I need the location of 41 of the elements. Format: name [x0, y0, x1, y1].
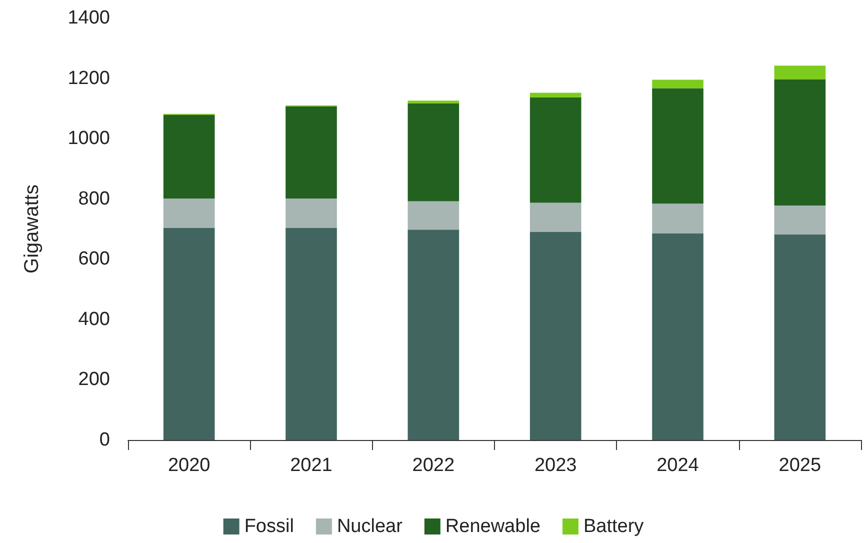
y-axis-title: Gigawatts — [21, 184, 43, 274]
y-tick-label: 0 — [99, 430, 110, 450]
bar — [530, 232, 582, 440]
x-tick-label: 2022 — [412, 455, 455, 476]
bar — [774, 234, 826, 440]
bar — [408, 230, 460, 440]
bar — [408, 100, 460, 104]
bar — [652, 204, 704, 234]
bar — [774, 205, 826, 234]
bar — [530, 92, 582, 98]
y-tick-label: 600 — [78, 248, 110, 270]
bar — [408, 103, 460, 202]
bar — [286, 228, 337, 440]
bar — [652, 234, 704, 440]
x-tick-label: 2024 — [656, 455, 700, 476]
y-tick-label: 1400 — [68, 8, 110, 28]
y-tick-label: 200 — [78, 369, 110, 390]
bar — [530, 202, 582, 232]
y-tick-label: 1200 — [68, 68, 110, 89]
bar — [774, 66, 826, 80]
legend-label: Nuclear — [336, 516, 404, 537]
x-tick-label: 2021 — [290, 455, 332, 476]
x-tick-label: 2020 — [168, 455, 210, 476]
legend-label: Renewable — [445, 516, 540, 537]
y-tick-label: 800 — [78, 188, 110, 210]
x-tick-label: 2023 — [534, 455, 577, 476]
legend-label: Battery — [583, 516, 644, 537]
bar — [163, 198, 215, 228]
bar — [774, 79, 826, 206]
legend-label: Fossil — [244, 516, 294, 537]
y-tick-label: 1000 — [68, 128, 110, 150]
bar — [652, 88, 704, 204]
bar — [163, 228, 215, 440]
y-tick-label: 400 — [78, 308, 110, 330]
x-tick-label: 2025 — [778, 455, 822, 476]
bar — [652, 80, 704, 88]
bar — [286, 198, 337, 228]
bar — [163, 114, 215, 199]
bar — [408, 201, 460, 230]
bar — [286, 106, 337, 199]
bar — [530, 97, 582, 203]
